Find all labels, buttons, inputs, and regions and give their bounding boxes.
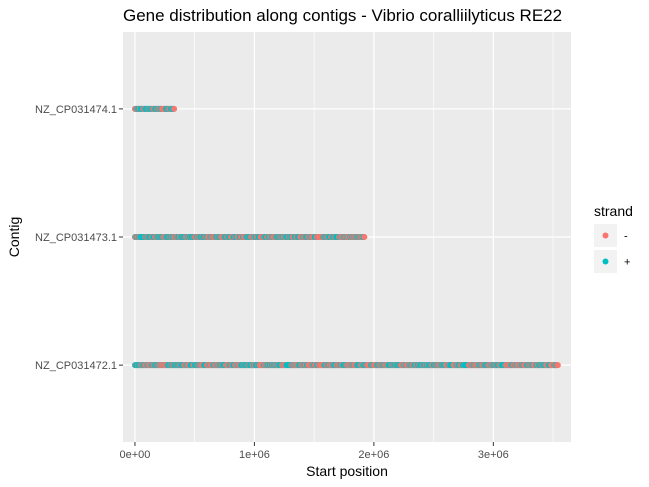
y-axis-title: Contig (6, 217, 22, 257)
chart-title: Gene distribution along contigs - Vibrio… (123, 6, 562, 25)
x-tick-label: 1e+06 (239, 449, 270, 461)
legend-key-point (602, 258, 609, 265)
x-tick-label: 3e+06 (478, 449, 509, 461)
x-tick-label: 2e+06 (358, 449, 389, 461)
legend-label: - (624, 231, 628, 243)
gene-point (361, 234, 368, 240)
y-tick-label: NZ_CP031473.1 (35, 232, 117, 244)
legend-label: + (624, 257, 630, 269)
legend-entries: -+ (594, 224, 630, 273)
x-tick-label: 0e+00 (119, 449, 150, 461)
y-tick-label: NZ_CP031472.1 (35, 360, 117, 372)
gene-point (171, 105, 178, 112)
axes-layer: 0e+00 1e+06 2e+06 3e+06 NZ_CP031472.1 NZ_CP03… (35, 104, 509, 461)
gene-point (554, 362, 561, 369)
points-layer (131, 105, 561, 369)
legend: strand -+ (594, 203, 633, 273)
x-axis-title: Start position (306, 463, 388, 479)
legend-title: strand (594, 203, 633, 219)
legend-key-point (602, 232, 609, 239)
y-tick-label: NZ_CP031474.1 (35, 104, 117, 116)
